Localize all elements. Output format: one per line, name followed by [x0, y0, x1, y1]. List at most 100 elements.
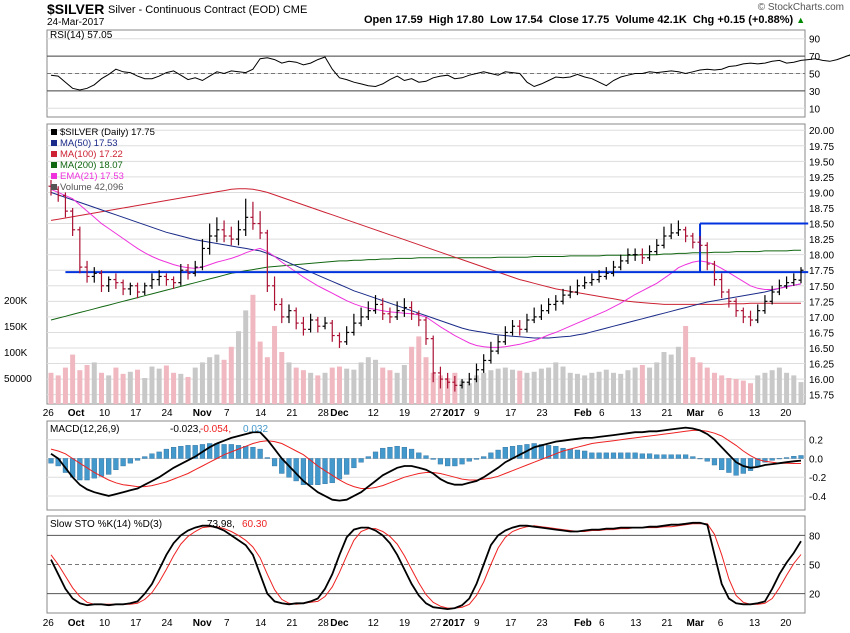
price-tick-label: 16.75 [809, 328, 834, 339]
x-tick-label-price: Mar [687, 408, 705, 419]
volume-bar [654, 362, 660, 404]
ohlc-bar [791, 273, 797, 286]
ohlc-bar [632, 248, 638, 261]
ohlc-bar [740, 307, 746, 324]
volume-bar [510, 369, 516, 404]
volume-bar [748, 383, 754, 404]
volume-bar [791, 375, 797, 404]
macd-histogram-bar [156, 451, 162, 459]
ohlc-bar [683, 226, 689, 243]
x-tick-label-price: 20 [780, 408, 792, 419]
rsi-tick-label: 50 [809, 70, 821, 81]
macd-histogram-bar [618, 452, 624, 459]
ohlc-bar [654, 239, 660, 255]
volume-value: 42.1K [657, 14, 687, 26]
volume-bar [192, 367, 198, 404]
ohlc-bar [236, 220, 241, 246]
macd-histogram-bar [170, 447, 177, 459]
macd-histogram-bar [553, 446, 559, 459]
ohlc-bar [120, 279, 126, 296]
volume-bar [135, 369, 141, 404]
ohlc-bar [675, 220, 681, 236]
ohlc-bar [473, 363, 479, 383]
ohlc-bar [373, 295, 379, 314]
x-tick-label-price: Dec [330, 408, 349, 419]
volume-bar [553, 362, 559, 404]
ohlc-bar [668, 223, 674, 240]
macd-histogram-bar [149, 453, 155, 459]
ohlc-bar [719, 273, 725, 299]
x-tick-label-stochastic: 17 [130, 618, 142, 629]
ohlc-bar [704, 242, 710, 271]
macd-histogram-bar [243, 446, 249, 459]
ohlc-bar [77, 226, 83, 274]
volume-bar [661, 352, 667, 404]
macd-histogram-bar [646, 453, 653, 459]
volume-bar [481, 372, 487, 404]
x-tick-label-price: 13 [749, 408, 761, 419]
stockcharts-credit[interactable]: © StockCharts.com [757, 2, 844, 13]
x-tick-label-stochastic: 10 [99, 618, 111, 629]
macd-histogram-bar [783, 457, 790, 459]
price-tick-label: 17.75 [809, 266, 834, 277]
ohlc-bar [365, 301, 371, 320]
volume-bar [618, 373, 624, 404]
macd-histogram-bar [372, 451, 379, 459]
macd-histogram-bar [517, 445, 523, 459]
macd-histogram-bar [545, 445, 552, 459]
macd-legend-label: MACD(12,26,9) [50, 424, 119, 435]
volume-bar [171, 372, 177, 404]
x-tick-label-stochastic: 24 [162, 618, 174, 629]
ohlc-bar [279, 298, 285, 324]
macd-histogram-bar [603, 452, 609, 459]
symbol-description-row: Silver - Continuous Contract (EOD) CME [108, 4, 307, 16]
volume-bar [690, 357, 696, 404]
price-tick-label: 19.75 [809, 142, 834, 153]
date-label: 24-Mar-2017 [47, 17, 105, 28]
ohlc-bar [106, 276, 112, 292]
x-tick-label-stochastic: 26 [43, 618, 55, 629]
volume-bar [308, 372, 314, 404]
macd-histogram-bar [675, 454, 682, 459]
volume-bar [380, 367, 386, 404]
ohlc-bar [423, 316, 429, 345]
volume-bar [488, 370, 494, 404]
x-tick-label-stochastic: 6 [599, 618, 605, 629]
volume-bar [394, 372, 400, 404]
ohlc-bar [445, 372, 451, 389]
ohlc-bar [394, 301, 400, 320]
ohlc-bar [762, 295, 768, 314]
legend-swatch [51, 151, 57, 157]
volume-bar [351, 369, 357, 404]
x-tick-label-price: 21 [662, 408, 674, 419]
ohlc-bar [156, 270, 162, 286]
macd-histogram-bar [387, 447, 393, 459]
ohlc-bar [589, 273, 595, 286]
volume-bar [142, 378, 148, 404]
macd-histogram-bar [113, 458, 119, 470]
volume-bar [726, 378, 732, 404]
ohlc-bar [221, 220, 227, 243]
volume-bar [416, 336, 422, 404]
stochastic-legend-k: 73.98, [207, 519, 235, 530]
price-tick-label: 20.00 [809, 126, 834, 137]
ohlc-bar [264, 229, 270, 292]
symbol-title: $SILVER [47, 1, 105, 17]
legend-swatch [51, 162, 57, 168]
macd-histogram-bar [683, 454, 689, 459]
volume-bar [574, 373, 580, 404]
macd-histogram-bar [531, 443, 537, 459]
ohlc-bar [582, 276, 588, 289]
volume-bar [524, 372, 530, 404]
x-tick-label-stochastic: 13 [749, 618, 761, 629]
price-tick-label: 17.00 [809, 313, 834, 324]
price-tick-label: 15.75 [809, 391, 834, 402]
ohlc-bar [733, 298, 739, 317]
macd-histogram-bar [704, 458, 710, 462]
macd-histogram-bar [661, 454, 667, 459]
volume-bar [315, 375, 321, 404]
volume-bar [300, 370, 306, 404]
x-tick-label-stochastic: Feb [574, 618, 592, 629]
ohlc-bar [553, 295, 559, 311]
macd-signal-line [50, 429, 801, 489]
